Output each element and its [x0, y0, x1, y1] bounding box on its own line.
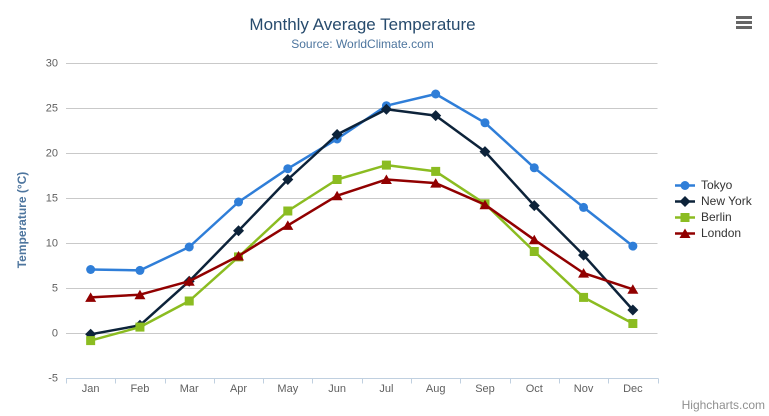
y-axis-title: Temperature (°C): [15, 172, 29, 269]
hamburger-bar: [736, 26, 752, 29]
data-point-marker[interactable]: [86, 265, 96, 274]
hamburger-bar: [736, 21, 752, 24]
data-point-marker[interactable]: [628, 241, 638, 251]
legend-item-label: Berlin: [701, 210, 732, 224]
legend-item-label: Tokyo: [701, 178, 733, 192]
y-axis-tick-label: 15: [46, 193, 58, 205]
data-point-marker[interactable]: [627, 304, 639, 316]
data-point-marker[interactable]: [381, 160, 391, 170]
legend-item-label: New York: [701, 194, 752, 208]
legend-item-tokyo[interactable]: Tokyo: [674, 177, 752, 193]
data-point-marker[interactable]: [234, 197, 244, 207]
legend-item-label: London: [701, 226, 742, 240]
legend-marker-icon: [675, 180, 695, 190]
legend-marker-icon: [675, 195, 695, 207]
data-point-marker[interactable]: [480, 118, 490, 128]
legend-marker-icon: [675, 228, 695, 238]
data-point-marker[interactable]: [578, 249, 590, 261]
x-axis-label: Mar: [180, 383, 199, 395]
data-point-marker[interactable]: [528, 234, 540, 245]
data-point-marker[interactable]: [528, 200, 540, 212]
y-axis-tick-label: 25: [46, 103, 58, 115]
series-new-york: [85, 103, 639, 340]
x-axis-label: Nov: [574, 383, 594, 395]
x-axis-label: Dec: [623, 383, 643, 395]
legend: Tokyo New York Berlin London: [674, 177, 752, 241]
legend-item-london[interactable]: London: [674, 225, 752, 241]
data-point-marker[interactable]: [479, 146, 491, 158]
data-point-marker[interactable]: [135, 265, 145, 275]
data-point-marker[interactable]: [135, 322, 145, 332]
data-point-marker[interactable]: [332, 175, 342, 184]
data-point-marker[interactable]: [184, 296, 194, 306]
data-point-marker[interactable]: [331, 129, 343, 140]
y-axis-tick-label: -5: [48, 373, 58, 385]
data-point-marker[interactable]: [134, 289, 146, 300]
x-axis-label: Oct: [526, 383, 543, 395]
x-axis-label: Apr: [230, 383, 247, 395]
data-point-marker[interactable]: [233, 251, 245, 261]
data-point-marker[interactable]: [85, 292, 97, 302]
highcharts-credits-link[interactable]: Highcharts.com: [681, 398, 765, 412]
data-point-marker[interactable]: [184, 242, 194, 252]
legend-item-berlin[interactable]: Berlin: [674, 209, 752, 225]
data-point-marker[interactable]: [579, 202, 589, 212]
data-point-marker[interactable]: [529, 247, 539, 256]
data-point-marker[interactable]: [380, 103, 392, 115]
data-point-marker[interactable]: [529, 163, 539, 173]
series-berlin: [86, 160, 638, 346]
data-point-marker[interactable]: [430, 178, 442, 188]
series-line-berlin[interactable]: [89, 163, 635, 342]
data-point-marker[interactable]: [579, 292, 589, 302]
legend-item-new-york[interactable]: New York: [674, 193, 752, 209]
x-axis-label: May: [277, 383, 298, 395]
y-axis-tick-label: 20: [46, 148, 58, 160]
data-point-marker[interactable]: [627, 284, 639, 294]
x-axis-label: Aug: [426, 383, 446, 395]
data-point-marker[interactable]: [479, 199, 491, 210]
x-axis-label: Jan: [82, 383, 100, 395]
y-axis-tick-label: 0: [52, 328, 58, 340]
data-point-marker[interactable]: [282, 174, 294, 185]
data-point-marker[interactable]: [233, 225, 245, 237]
data-point-marker[interactable]: [282, 220, 294, 230]
data-point-marker[interactable]: [86, 336, 96, 346]
hamburger-menu-icon[interactable]: [736, 16, 752, 29]
data-point-marker[interactable]: [578, 268, 590, 278]
series-london: [85, 174, 639, 302]
x-axis-label: Feb: [130, 383, 149, 395]
series-line-london[interactable]: [89, 178, 635, 299]
legend-marker-icon: [675, 212, 695, 222]
data-point-marker[interactable]: [380, 174, 392, 185]
data-point-marker[interactable]: [628, 319, 638, 328]
y-axis-tick-label: 10: [46, 238, 58, 250]
series-tokyo: [86, 89, 638, 275]
data-point-marker[interactable]: [431, 89, 441, 99]
data-point-marker[interactable]: [183, 276, 195, 286]
data-point-marker[interactable]: [283, 206, 293, 216]
series-line-new-york[interactable]: [89, 108, 635, 336]
x-axis-label: Sep: [475, 383, 495, 395]
data-point-marker[interactable]: [430, 110, 442, 122]
data-point-marker[interactable]: [331, 190, 343, 201]
x-axis-label: Jun: [328, 383, 346, 395]
x-axis-label: Jul: [379, 383, 393, 395]
y-axis-tick-label: 5: [52, 283, 58, 295]
y-axis-tick-label: 30: [46, 58, 58, 70]
data-point-marker[interactable]: [431, 166, 441, 176]
hamburger-bar: [736, 16, 752, 19]
data-point-marker[interactable]: [283, 164, 293, 174]
